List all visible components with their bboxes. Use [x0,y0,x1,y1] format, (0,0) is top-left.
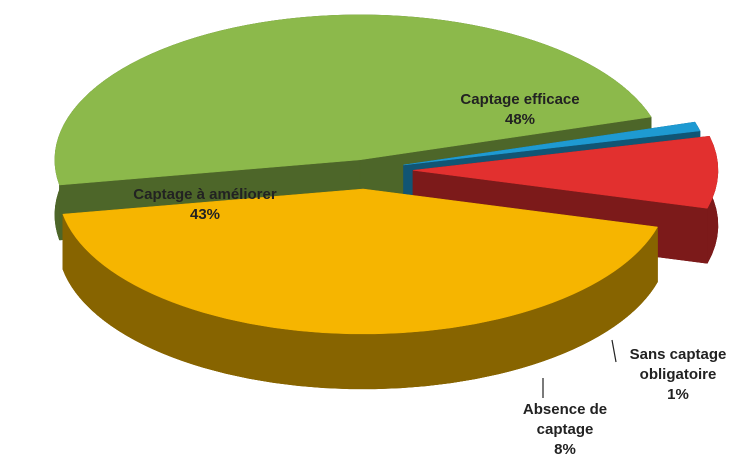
leader-line [611,339,617,363]
slice-label: Sans captage obligatoire 1% [618,345,733,405]
slice [62,188,658,390]
slice-value: 43% [189,206,221,223]
slice-top [54,14,652,186]
slice-top [403,121,701,166]
slice-name: Absence de captage [522,401,608,438]
slice-top [412,135,719,209]
slice-name: Captage efficace [460,91,580,108]
slice-label: Captage efficace 48% [420,90,620,130]
slice-top [62,188,658,335]
slice-name: Sans captage obligatoire [629,346,727,383]
slice-label: Captage à améliorer 43% [120,185,290,225]
slice-label: Absence de captage 8% [505,400,625,460]
slice-name: Captage à améliorer [133,186,277,203]
slice-value: 8% [554,441,576,458]
slice-value: 1% [667,386,689,403]
slice-value: 48% [504,111,536,128]
